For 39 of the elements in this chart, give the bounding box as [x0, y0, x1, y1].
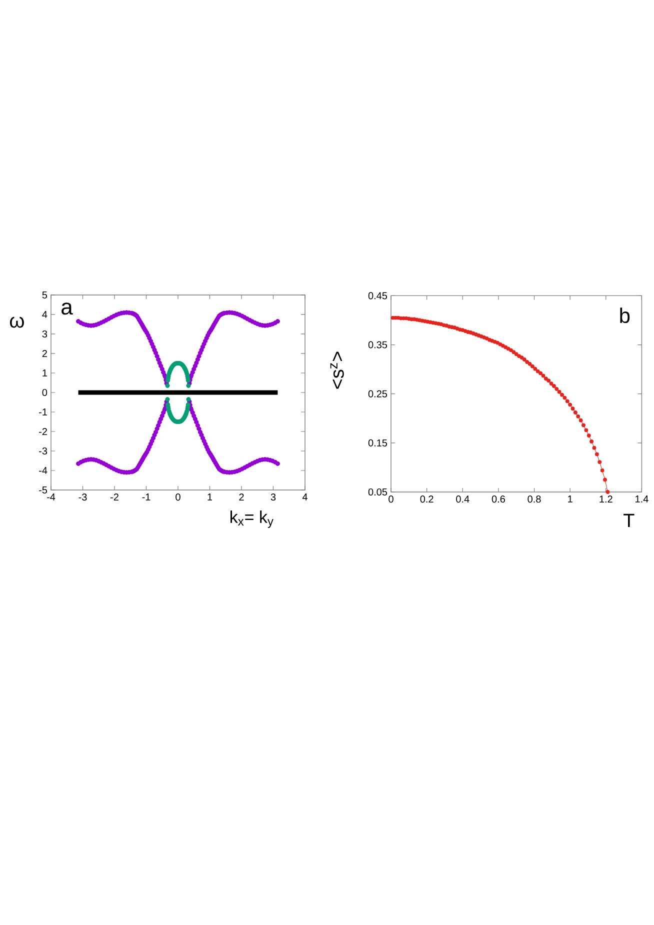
x-tick-label: 0: [176, 494, 180, 501]
y-tick-label: -5: [39, 486, 48, 494]
x-tick-label: 0.6: [492, 496, 505, 503]
x-axis-title: k$_{x}$= k$_{y}$: [230, 510, 274, 528]
x-tick-label: -4: [46, 494, 56, 500]
y-axis-title: ω: [10, 316, 24, 328]
annotation: b: [620, 308, 630, 324]
x-tick-label: 1.4: [636, 496, 648, 502]
y-tick-label: -2: [39, 428, 47, 435]
y-tick-label: 0.45: [368, 292, 388, 300]
y-tick-label: 0.05: [368, 488, 388, 496]
x-tick-label: 1: [208, 494, 212, 500]
x-tick-label: 1.2: [600, 496, 612, 503]
x-tick-label: -2: [110, 494, 118, 501]
y-tick-label: 4: [42, 311, 48, 318]
x-tick-label: 0.8: [528, 496, 541, 503]
y-tick-label: 2: [42, 350, 47, 357]
y-tick-label: -3: [39, 447, 48, 455]
x-tick-label: 4: [302, 494, 308, 500]
x-axis-title: T: [624, 514, 634, 527]
y-tick-label: 5: [42, 291, 48, 298]
y-tick-label: 0: [42, 388, 48, 396]
x-tick-label: -1: [142, 494, 150, 500]
x-tick-label: 1: [568, 496, 572, 502]
y-tick-label: 1: [42, 370, 47, 376]
annotation: a: [62, 302, 73, 315]
y-axis-title: <s$^{z}$>: [330, 352, 344, 389]
y-tick-label: 0.35: [368, 341, 388, 348]
y-tick-label: 3: [42, 330, 48, 338]
y-tick-label: -1: [39, 408, 47, 416]
x-tick-label: 2: [239, 494, 244, 501]
y-tick-label: 0.15: [368, 439, 388, 446]
x-tick-label: 0: [388, 496, 394, 503]
y-tick-label: -4: [39, 467, 48, 474]
x-tick-label: 0.4: [456, 496, 470, 503]
y-tick-label: 0.25: [368, 390, 388, 398]
x-tick-label: 3: [270, 494, 276, 501]
x-tick-label: 0.2: [420, 496, 434, 503]
x-tick-label: -3: [78, 494, 87, 501]
